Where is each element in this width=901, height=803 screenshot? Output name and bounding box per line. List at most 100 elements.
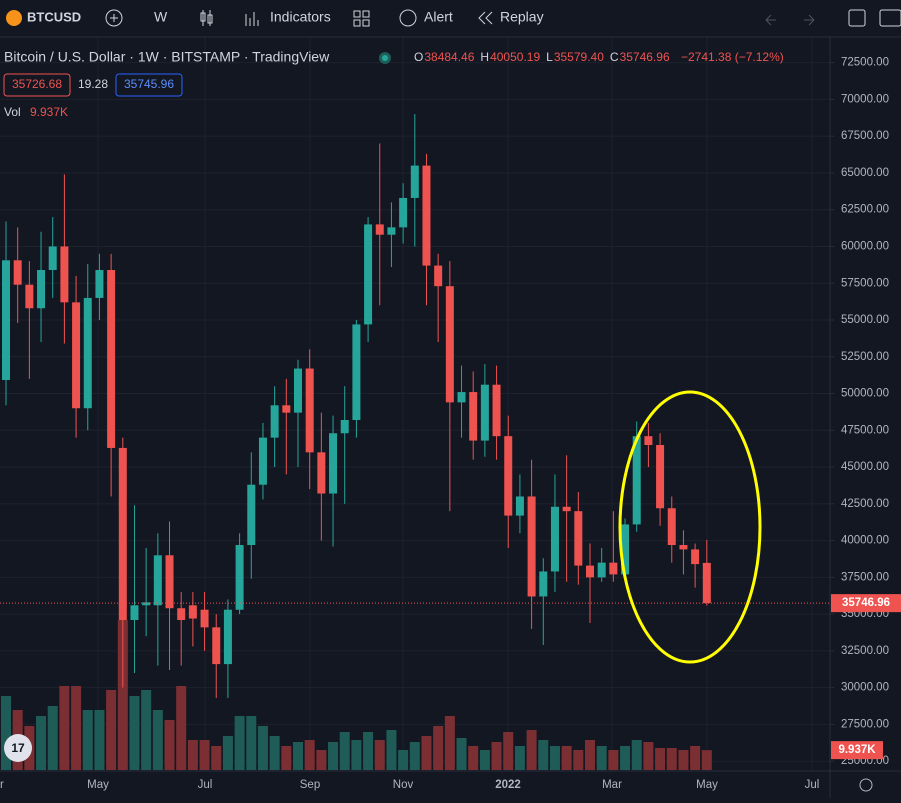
volume-bar [573, 750, 584, 770]
vol-value: 9.937K [30, 105, 68, 119]
bid-box[interactable] [3, 73, 71, 97]
volume-bar [678, 750, 689, 770]
volume-bar [398, 750, 409, 770]
volume-bar [199, 740, 210, 770]
layouts-icon[interactable] [353, 10, 370, 27]
candle-body [25, 284, 34, 309]
volume-bar [211, 746, 222, 770]
volume-bar [491, 742, 502, 770]
indicators-button[interactable]: Indicators [270, 9, 331, 25]
candle-body [95, 270, 104, 298]
candle-body [13, 260, 22, 285]
candle-body [48, 246, 57, 270]
candle-body [679, 545, 688, 550]
x-tick-label: 2022 [495, 779, 521, 791]
volume-bar [47, 706, 58, 770]
candle-body [550, 506, 559, 572]
interval[interactable]: W [154, 9, 168, 25]
volume-bar [304, 740, 315, 770]
ask-box[interactable] [115, 73, 183, 97]
tv-logo [4, 734, 32, 762]
volume-tag [831, 741, 883, 760]
volume-layer [1, 620, 712, 770]
volume-bar [655, 748, 666, 770]
ohlc-value: 38484.46 [424, 50, 474, 64]
y-tick-label: 72500.00 [841, 57, 889, 69]
volume-bar [608, 750, 619, 770]
y-tick-label: 57500.00 [841, 277, 889, 289]
candle-body [609, 562, 618, 575]
candle-body [270, 405, 279, 438]
volume-bar [549, 746, 560, 770]
candle-body [375, 224, 384, 235]
candle-body [212, 627, 221, 665]
y-tick-label: 45000.00 [841, 461, 889, 473]
y-tick-label: 67500.00 [841, 130, 889, 142]
y-tick-label: 55000.00 [841, 314, 889, 326]
candle-body [2, 260, 10, 380]
volume-bar [269, 736, 280, 770]
candle-body [621, 524, 630, 575]
tv-logo-text: 17 [11, 741, 25, 755]
volume-bar [176, 686, 187, 770]
y-tick-label: 47500.00 [841, 424, 889, 436]
symbol[interactable]: BTCUSD [27, 9, 81, 24]
y-tick-label: 32500.00 [841, 645, 889, 657]
volume-bar [503, 732, 514, 770]
candle-body [574, 511, 583, 566]
snapshot[interactable] [879, 9, 901, 27]
candle-body [142, 602, 151, 606]
x-tick-label: Jul [198, 779, 213, 791]
volume-bar [561, 746, 572, 770]
candle-body [644, 436, 653, 445]
candle-body [235, 545, 244, 610]
volume-bar [690, 746, 701, 770]
volume-bar [281, 746, 292, 770]
ohlc-key: L [546, 50, 553, 64]
volume-tag-label: 9.937K [838, 744, 876, 756]
volume-bar [339, 732, 350, 770]
bid: 35726.68 [12, 77, 62, 91]
ohlc-legend: O 38484.46 H 40050.19 L 35579.40 C 35746.96 [414, 50, 670, 64]
volume-bar [1, 696, 11, 770]
candle-body [492, 384, 501, 437]
undo[interactable] [765, 14, 776, 26]
replay-button[interactable]: Replay [500, 9, 544, 25]
candle-body [504, 436, 513, 516]
volume-bar [106, 690, 117, 770]
candle-body [188, 605, 197, 619]
volume-bar [596, 746, 607, 770]
candle-body [364, 224, 373, 325]
axes: 25000.0027500.0030000.0032500.0035000.00… [0, 57, 901, 791]
candle-body [691, 549, 700, 565]
alert-icon [399, 9, 417, 27]
toolbar [0, 0, 901, 37]
indicators-icon [245, 12, 259, 26]
volume-bar [456, 738, 467, 770]
redo[interactable] [804, 14, 815, 26]
volume-bar [468, 746, 479, 770]
settings-icon[interactable] [859, 778, 873, 792]
volume-bar [666, 748, 677, 770]
candle-layer [0, 114, 830, 698]
volume-bar [164, 720, 175, 770]
candle-body [282, 405, 291, 413]
candle-body [410, 165, 419, 198]
alert-button[interactable]: Alert [424, 9, 453, 25]
volume-bar [293, 742, 303, 770]
fullscreen[interactable] [848, 9, 866, 27]
volume-bar [363, 732, 374, 770]
volume-bar [421, 736, 432, 770]
vol-label: Vol [4, 105, 21, 119]
chart-type-icon[interactable] [200, 10, 213, 26]
candle-body [223, 609, 232, 665]
add-symbol[interactable] [105, 9, 123, 27]
volume-bar [328, 742, 339, 770]
y-tick-label: 42500.00 [841, 498, 889, 510]
last-price-tag [831, 594, 901, 613]
y-tick-label: 60000.00 [841, 241, 889, 253]
change: −2741.38 (−7.12%) [681, 50, 784, 64]
candle-body [200, 609, 209, 628]
candle-body [656, 445, 665, 509]
candle-body [667, 508, 676, 545]
